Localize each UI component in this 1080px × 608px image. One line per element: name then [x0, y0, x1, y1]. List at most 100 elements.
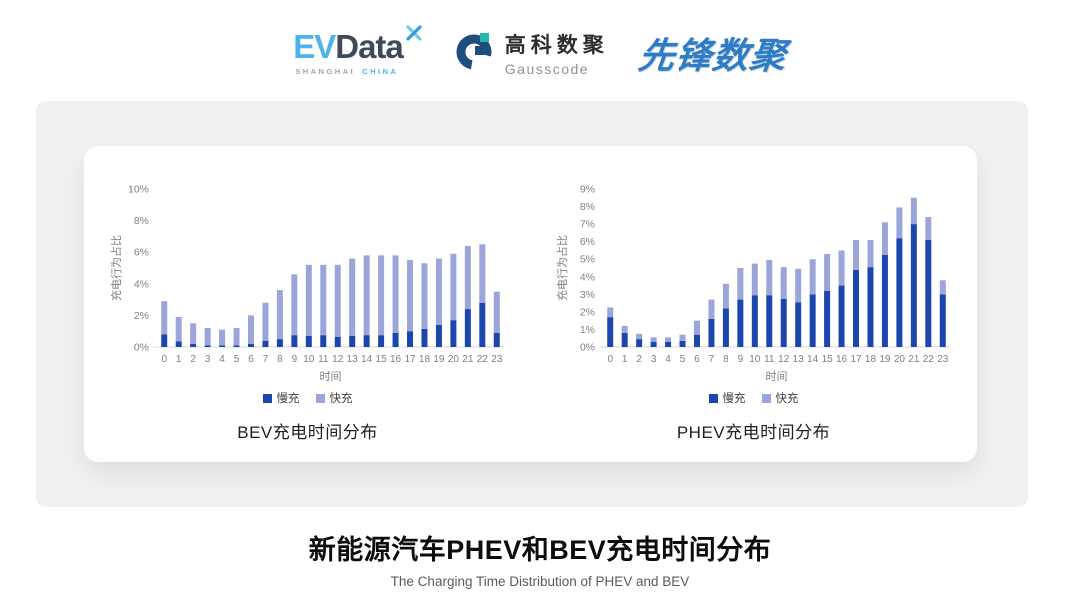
bar-slow-h22 [924, 239, 931, 347]
x-axis-tick-label: 8 [723, 354, 729, 365]
x-axis-title: 时间 [319, 370, 341, 383]
bar-fast-h2 [635, 333, 642, 340]
stats-panel: 0% 2% 4% 6% 8% 10% 充电行为占比 0 1 2 3 4 5 6 7 8 9 10 11 12 13 14 1… [36, 101, 1028, 507]
bar-fast-h16 [838, 250, 845, 286]
x-axis-title: 时间 [765, 370, 787, 383]
x-axis-tick-label: 10 [303, 354, 315, 365]
y-axis-tick-label: 10% [127, 184, 148, 196]
bar-fast-h14 [363, 255, 370, 336]
bar-slow-h23 [939, 294, 946, 347]
legend-label: 慢充 [276, 393, 300, 405]
bar-slow-h2 [635, 339, 642, 347]
legend-item-slow: 慢充 [708, 390, 746, 406]
bar-fast-h23 [939, 280, 946, 295]
x-axis-tick-label: 4 [665, 354, 671, 365]
bar-fast-h9 [290, 274, 297, 336]
x-axis-tick-label: 0 [607, 354, 613, 365]
phev-legend: 慢充 快充 [708, 390, 799, 406]
bar-fast-h4 [218, 329, 225, 346]
bar-fast-h12 [780, 267, 787, 299]
bar-slow-h9 [290, 335, 297, 347]
bar-fast-h6 [247, 315, 254, 344]
x-axis-tick-label: 1 [621, 354, 627, 365]
x-axis-tick-label: 19 [433, 354, 445, 365]
evdata-data-text: Data [335, 28, 404, 65]
legend-swatch-fast [761, 393, 771, 403]
bar-fast-h4 [664, 337, 671, 342]
y-axis-tick-label: 0% [133, 342, 148, 354]
x-axis-tick-label: 15 [821, 354, 833, 365]
footer: 新能源汽车PHEV和BEV充电时间分布 The Charging Time Di… [0, 528, 1080, 589]
bar-slow-h10 [751, 295, 758, 347]
y-axis-tick-label: 0% [579, 342, 594, 354]
bar-fast-h21 [464, 245, 471, 310]
bar-slow-h8 [722, 308, 729, 347]
bar-fast-h9 [736, 268, 743, 300]
bar-fast-h17 [406, 260, 413, 332]
gausscode-en-text: Gausscode [504, 61, 590, 77]
bar-fast-h7 [261, 302, 268, 341]
legend-item-fast: 快充 [761, 390, 799, 406]
bar-slow-h11 [319, 335, 326, 347]
bar-slow-h5 [233, 345, 240, 347]
bar-slow-h17 [852, 269, 859, 347]
bar-fast-h0 [160, 301, 167, 335]
y-axis-title: 充电行为占比 [555, 235, 569, 301]
x-axis-tick-label: 2 [190, 354, 196, 365]
x-axis-tick-label: 12 [778, 354, 790, 365]
x-axis-tick-label: 7 [708, 354, 714, 365]
legend-label: 快充 [775, 393, 799, 405]
bar-slow-h20 [449, 320, 456, 347]
x-axis-tick-label: 5 [233, 354, 239, 365]
x-axis-tick-label: 22 [922, 354, 934, 365]
legend-swatch-fast [315, 393, 325, 403]
y-axis-title: 充电行为占比 [109, 235, 123, 301]
bar-slow-h0 [160, 334, 167, 347]
bar-slow-h0 [606, 317, 613, 347]
y-axis-tick-label: 2% [133, 310, 148, 322]
bar-fast-h13 [348, 258, 355, 336]
bar-fast-h16 [392, 255, 399, 333]
bar-fast-h1 [621, 325, 628, 333]
x-axis-tick-label: 9 [737, 354, 743, 365]
bar-slow-h15 [823, 290, 830, 347]
bar-fast-h12 [334, 264, 341, 337]
y-axis-tick-label: 5% [579, 254, 594, 266]
bar-slow-h22 [478, 302, 485, 347]
bar-fast-h14 [809, 259, 816, 295]
x-axis-tick-label: 16 [836, 354, 848, 365]
bar-slow-h19 [881, 254, 888, 347]
x-axis-tick-label: 19 [879, 354, 891, 365]
bar-fast-h10 [751, 263, 758, 296]
charts-card: 0% 2% 4% 6% 8% 10% 充电行为占比 0 1 2 3 4 5 6 7 8 9 10 11 12 13 14 1… [84, 146, 977, 462]
bar-slow-h7 [261, 340, 268, 347]
bar-fast-h2 [189, 323, 196, 344]
bar-slow-h4 [664, 341, 671, 347]
bar-fast-h7 [707, 299, 714, 319]
bar-fast-h11 [319, 264, 326, 336]
evdata-sub-shanghai: SHANGHAI [295, 67, 356, 76]
bar-fast-h3 [650, 337, 657, 342]
x-axis-tick-label: 20 [447, 354, 459, 365]
chart-block-phev: 0% 1% 2% 3% 4% 5% 6% 7% 8% 9% 充电行为占比 0 1 2 3 4 5 6 7 8 9 10 11… [553, 174, 955, 462]
bar-slow-h15 [377, 335, 384, 347]
x-axis-tick-label: 6 [694, 354, 700, 365]
gausscode-logo: 高科数聚 Gausscode [453, 29, 609, 77]
evdata-star-icon [405, 24, 423, 46]
evdata-ev-text: EV [293, 28, 336, 65]
bar-fast-h15 [377, 255, 384, 336]
x-axis-tick-label: 20 [893, 354, 905, 365]
bar-fast-h1 [175, 316, 182, 342]
bar-slow-h11 [765, 295, 772, 347]
bar-slow-h13 [348, 335, 355, 347]
bar-fast-h8 [722, 283, 729, 309]
y-axis-tick-label: 8% [133, 215, 148, 227]
x-axis-tick-label: 7 [262, 354, 268, 365]
x-axis-tick-label: 15 [375, 354, 387, 365]
bar-fast-h15 [823, 253, 830, 291]
x-axis-tick-label: 1 [175, 354, 181, 365]
footer-subtitle: The Charging Time Distribution of PHEV a… [390, 574, 690, 589]
y-axis-tick-label: 3% [579, 289, 594, 301]
